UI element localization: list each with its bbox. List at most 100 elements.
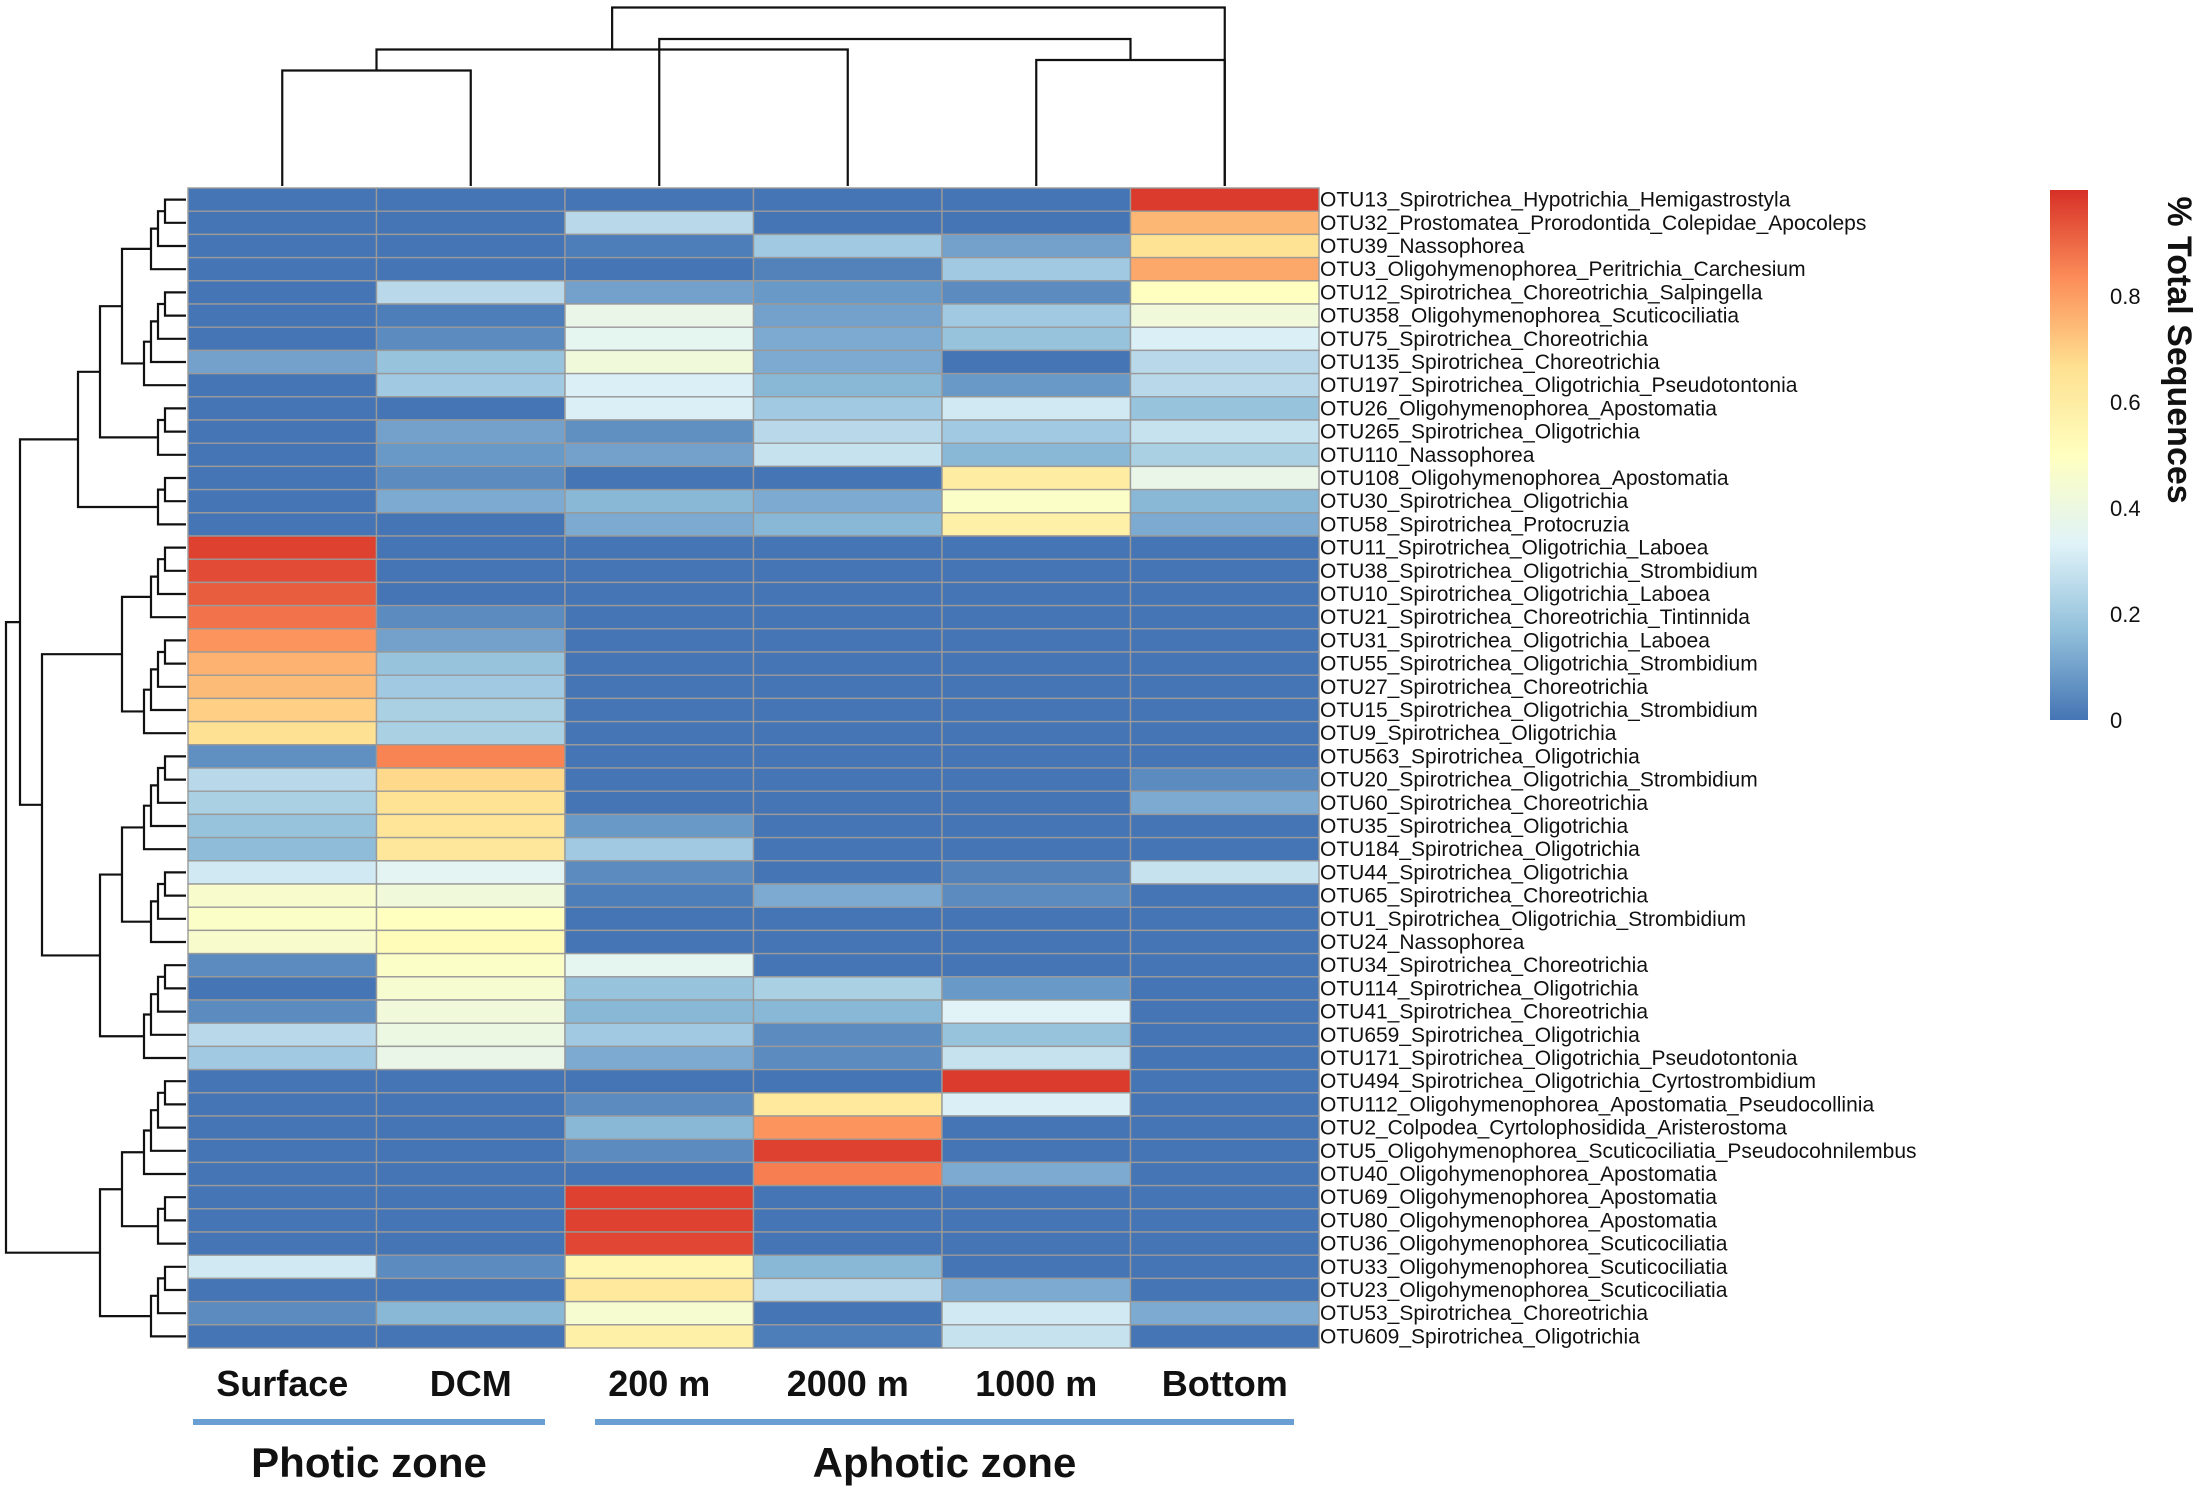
heatmap-cell xyxy=(564,1092,755,1117)
heatmap-cell xyxy=(1129,674,1320,700)
legend-tick-label: 0.2 xyxy=(2110,602,2141,627)
heatmap-cell xyxy=(1129,1324,1320,1349)
heatmap-cell xyxy=(752,280,943,305)
row-label: OTU5_Oligohymenophorea_Scuticociliatia_P… xyxy=(1320,1140,1917,1163)
heatmap-cell xyxy=(1129,906,1320,932)
dendrogram-branch xyxy=(120,826,151,923)
dendrogram-branch xyxy=(156,418,186,456)
heatmap-cell xyxy=(375,883,566,908)
heatmap-cell xyxy=(941,1115,1132,1140)
row-label: OTU494_Spirotrichea_Oligotrichia_Cyrtost… xyxy=(1320,1070,1816,1093)
heatmap-cell xyxy=(375,256,566,282)
heatmap-cell xyxy=(752,1254,943,1280)
heatmap-cell xyxy=(564,210,755,236)
dendrogram-branch xyxy=(163,639,186,665)
dendrogram-branch xyxy=(163,476,186,503)
row-label: OTU80_Oligohymenophorea_Apostomatia xyxy=(1320,1209,1717,1232)
heatmap-cell xyxy=(941,674,1132,700)
heatmap-cell xyxy=(752,1161,943,1187)
heatmap-cell xyxy=(187,767,378,792)
dendrogram-branch xyxy=(156,1207,186,1245)
heatmap-cell xyxy=(941,396,1132,421)
heatmap-cell xyxy=(375,1254,566,1280)
dendrogram-branch xyxy=(40,653,122,957)
heatmap-cell xyxy=(752,1045,943,1071)
heatmap-cell xyxy=(375,1208,566,1233)
heatmap-cell xyxy=(1129,860,1320,885)
heatmap-cell xyxy=(941,744,1132,769)
legend-tick-label: 0 xyxy=(2110,708,2122,733)
heatmap-cell xyxy=(941,488,1132,514)
heatmap-cell xyxy=(375,233,566,259)
heatmap-cell xyxy=(1129,1277,1320,1303)
heatmap-cell xyxy=(564,1068,755,1094)
legend-tick-label: 0.4 xyxy=(2110,496,2141,521)
heatmap-cell xyxy=(941,1161,1132,1187)
row-label: OTU75_Spirotrichea_Choreotrichia xyxy=(1320,328,1648,351)
heatmap-cell xyxy=(187,326,378,352)
heatmap-cell xyxy=(1129,1092,1320,1117)
heatmap-cell xyxy=(1129,558,1320,584)
heatmap-cell xyxy=(752,535,943,560)
heatmap-cell xyxy=(375,929,566,955)
heatmap-cell xyxy=(941,558,1132,584)
column-labels: Surface DCM 200 m 2000 m 1000 m Bottom xyxy=(216,1363,1288,1404)
heatmap-cell xyxy=(187,1092,378,1117)
heatmap-cell xyxy=(941,233,1132,259)
heatmap-cell xyxy=(1129,349,1320,375)
row-label: OTU69_Oligohymenophorea_Apostomatia xyxy=(1320,1186,1717,1209)
heatmap-cell xyxy=(564,674,755,700)
heatmap-cell xyxy=(1129,187,1320,212)
heatmap-cell xyxy=(564,1161,755,1187)
heatmap-cell xyxy=(752,929,943,955)
dendrogram-branch xyxy=(149,575,186,619)
heatmap-cell xyxy=(564,906,755,932)
heatmap-cell xyxy=(1129,280,1320,305)
row-label: OTU15_Spirotrichea_Oligotrichia_Strombid… xyxy=(1320,699,1758,722)
heatmap-cell xyxy=(187,1115,378,1140)
heatmap-cell xyxy=(187,604,378,630)
heatmap-cell xyxy=(375,999,566,1024)
heatmap-cell xyxy=(941,813,1132,839)
heatmap-cell xyxy=(1129,999,1320,1024)
heatmap-cell xyxy=(752,651,943,676)
heatmap-cell xyxy=(375,836,566,862)
row-labels: OTU13_Spirotrichea_Hypotrichia_Hemigastr… xyxy=(1320,189,1917,1349)
heatmap-cell xyxy=(375,790,566,816)
row-label: OTU53_Spirotrichea_Choreotrichia xyxy=(1320,1302,1648,1325)
row-label: OTU35_Spirotrichea_Oligotrichia xyxy=(1320,815,1628,838)
heatmap-cell xyxy=(187,999,378,1024)
heatmap-cell xyxy=(1129,604,1320,630)
row-label: OTU27_Spirotrichea_Choreotrichia xyxy=(1320,676,1648,699)
heatmap-cell xyxy=(564,187,755,212)
row-label: OTU39_Nassophorea xyxy=(1320,235,1525,258)
heatmap-cell xyxy=(752,628,943,653)
heatmap-cell xyxy=(752,604,943,630)
heatmap-cell xyxy=(564,628,755,653)
heatmap-cell xyxy=(1129,836,1320,862)
heatmap-cell xyxy=(752,720,943,746)
dendrogram-branch xyxy=(163,964,186,990)
heatmap-cell xyxy=(752,1324,943,1349)
heatmap-cell xyxy=(564,929,755,955)
heatmap-cell xyxy=(375,210,566,236)
row-label: OTU3_Oligohymenophorea_Peritrichia_Carch… xyxy=(1320,258,1806,281)
heatmap-cell xyxy=(187,697,378,723)
dendrogram-branch xyxy=(163,1196,186,1222)
column-dendrogram xyxy=(281,6,1226,186)
heatmap-cell xyxy=(941,465,1132,491)
row-label: OTU135_Spirotrichea_Choreotrichia xyxy=(1320,351,1660,374)
heatmap-cell xyxy=(187,419,378,444)
dendrogram-branch xyxy=(156,975,186,1013)
heatmap-cell xyxy=(752,1208,943,1233)
heatmap-cell xyxy=(1129,744,1320,769)
heatmap-cell xyxy=(375,604,566,630)
heatmap-cell xyxy=(187,1208,378,1233)
heatmap-cell xyxy=(187,651,378,676)
dendrogram-branch xyxy=(149,227,186,271)
heatmap-cell xyxy=(564,1254,755,1280)
heatmap-cell xyxy=(1129,767,1320,792)
heatmap-cell xyxy=(375,813,566,839)
row-dendrogram xyxy=(4,198,186,1338)
heatmap-cell xyxy=(752,442,943,468)
